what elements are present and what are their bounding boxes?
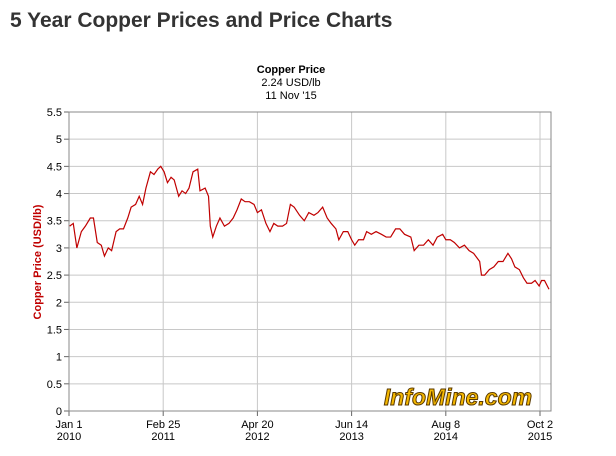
x-tick-label: Apr 20 2012 [241, 419, 273, 443]
x-tick-label-line: Jun 14 [335, 419, 368, 431]
y-tick-label: 5.5 [47, 107, 62, 119]
x-tick-label: Jan 1 2010 [56, 419, 83, 443]
subtitle: 2.24 USD/lb [261, 77, 320, 89]
x-tick-label-line: 2010 [57, 431, 81, 443]
x-tick-label: Aug 8 2014 [431, 419, 460, 443]
x-tick-label: Oct 2 2015 [527, 419, 553, 443]
y-axis-label: Copper Price (USD/lb) [32, 204, 44, 319]
y-tick-label: 0.5 [47, 379, 62, 391]
x-tick-label: Jun 14 2013 [335, 419, 368, 443]
x-tick-label-line: Feb 25 [146, 419, 180, 431]
y-tick-label: 1 [56, 352, 62, 364]
plot-area [69, 112, 551, 411]
plot-border [68, 111, 552, 412]
subtitle: Copper Price [257, 64, 325, 76]
subtitle: 11 Nov '15 [265, 90, 316, 102]
x-tick-label-line: 2011 [151, 431, 175, 443]
chart-title: 5 Year Copper Prices and Price Charts [10, 9, 392, 32]
y-tick-label: 3.5 [47, 216, 62, 228]
x-tick-label-line: 2012 [245, 431, 269, 443]
y-tick-label: 4 [56, 189, 62, 201]
x-tick-label-line: 2013 [339, 431, 363, 443]
y-tick-label: 3 [56, 243, 62, 255]
x-tick-label-line: Aug 8 [431, 419, 460, 431]
y-tick-label: 0 [56, 406, 62, 418]
y-tick-label: 2.5 [47, 270, 62, 282]
x-tick-label-line: 2015 [528, 431, 552, 443]
y-tick-label: 4.5 [47, 161, 62, 173]
watermark: InfoMine.com [384, 384, 532, 410]
y-tick-label: 5 [56, 134, 62, 146]
price-line [69, 165, 550, 290]
y-tick-label: 1.5 [47, 324, 62, 336]
x-tick-label-line: Oct 2 [527, 419, 553, 431]
x-tick-label: Feb 25 2011 [146, 419, 180, 443]
x-tick-label-line: 2014 [434, 431, 458, 443]
x-tick-label-line: Jan 1 [56, 419, 83, 431]
x-tick-label-line: Apr 20 [241, 419, 273, 431]
y-tick-label: 2 [56, 297, 62, 309]
